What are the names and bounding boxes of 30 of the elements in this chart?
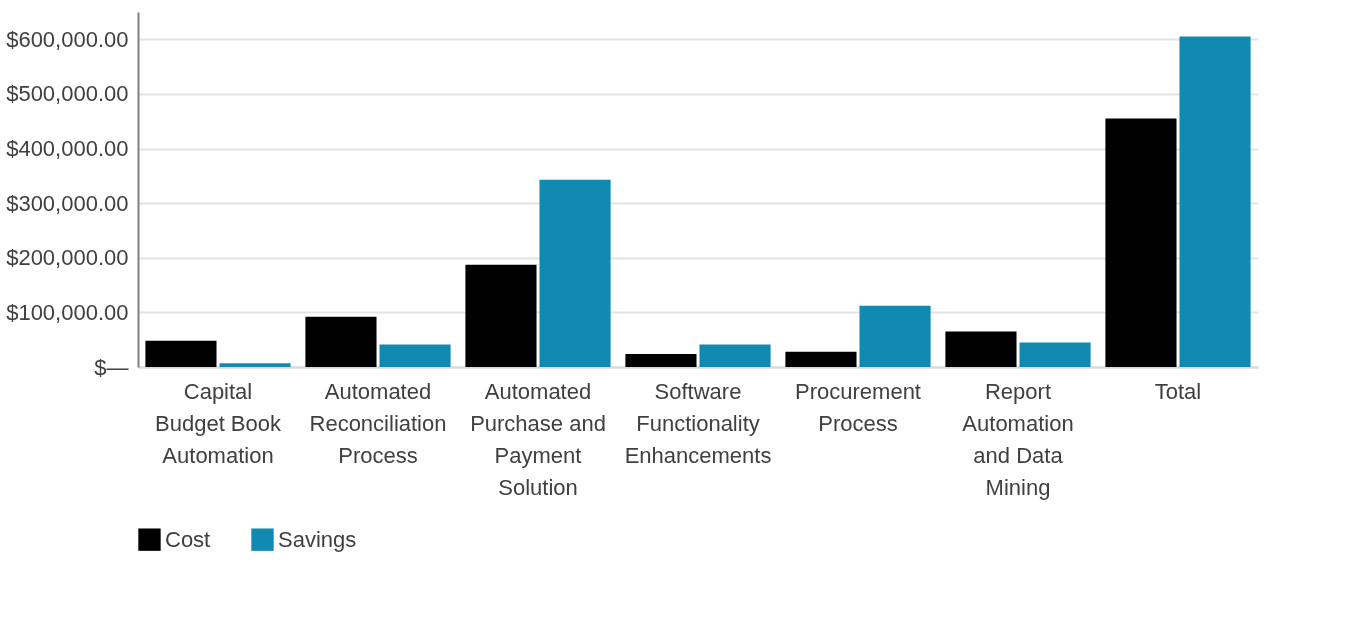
bar — [219, 363, 291, 367]
bar — [699, 344, 771, 367]
x-tick-label: Capital Budget Book Automation — [155, 378, 282, 468]
x-tick-label: Report Automation and Data Mining — [962, 378, 1074, 500]
bar — [1105, 118, 1177, 367]
legend-label: Cost — [165, 526, 211, 552]
bar — [945, 331, 1017, 367]
x-tick-label: Procurement Process — [795, 378, 921, 436]
y-tick-label: $100,000.00 — [6, 299, 129, 325]
x-tick-label: Total — [1154, 378, 1202, 404]
bar — [305, 316, 377, 367]
x-tick-label: Software Functionality Enhancements — [624, 378, 772, 468]
y-tick-label: $400,000.00 — [6, 136, 129, 162]
y-tick-label: $— — [94, 354, 129, 380]
bar — [1019, 342, 1091, 367]
y-tick-label: $500,000.00 — [6, 81, 129, 107]
bar — [539, 179, 611, 367]
bar — [859, 305, 931, 367]
bar — [625, 353, 697, 367]
x-tick-label: Automated Reconciliation Process — [309, 378, 447, 468]
y-tick-label: $300,000.00 — [6, 190, 129, 216]
legend-label: Savings — [278, 526, 357, 552]
bar — [379, 344, 451, 367]
x-tick-label: Automated Purchase and Payment Solution — [470, 378, 606, 500]
bar — [465, 264, 537, 367]
bar — [145, 340, 217, 367]
y-tick-label: $200,000.00 — [6, 245, 129, 271]
bar — [1179, 36, 1251, 367]
bar — [785, 351, 857, 367]
y-tick-label: $600,000.00 — [6, 26, 129, 52]
